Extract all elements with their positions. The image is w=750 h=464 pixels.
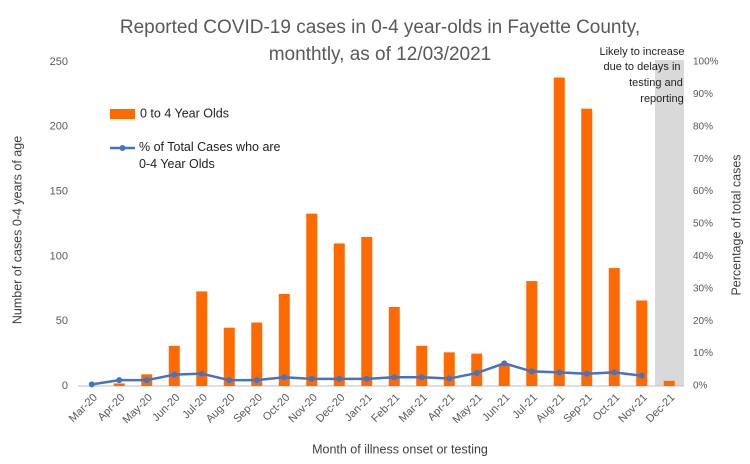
line-marker — [281, 374, 288, 381]
line-marker — [363, 375, 370, 382]
y-tick-label: 200 — [50, 121, 68, 133]
x-axis-title: Month of illness onset or testing — [312, 442, 488, 456]
chart-title: monthtly, as of 12/03/2021 — [269, 44, 492, 65]
bar — [581, 108, 593, 386]
line-marker — [253, 377, 260, 384]
bar — [526, 281, 538, 386]
bar — [636, 300, 648, 386]
line-marker — [501, 360, 508, 367]
bar — [168, 345, 180, 386]
legend-label: % of Total Cases who are 0-4 Year Olds — [139, 140, 281, 171]
line-marker — [418, 374, 425, 381]
y2-tick-label: 10% — [693, 348, 713, 359]
line-marker — [583, 370, 590, 377]
line-marker — [446, 375, 453, 382]
y2-tick-label: 60% — [693, 186, 713, 197]
bar — [113, 383, 125, 386]
bar — [471, 353, 483, 386]
y2-tick-label: 80% — [693, 121, 713, 132]
line-marker — [556, 369, 563, 376]
y2-tick-label: 20% — [693, 316, 713, 327]
annotation: Likely to increase — [600, 46, 685, 58]
x-tick-label: Jan-21 — [343, 392, 375, 424]
chart-title: Reported COVID-19 cases in 0-4 year-olds… — [120, 17, 640, 38]
bar — [251, 322, 263, 386]
x-tick-label: Sep-20 — [231, 392, 265, 426]
line-marker — [198, 370, 205, 377]
line-marker — [143, 377, 150, 384]
x-tick-label: Aug-20 — [204, 392, 238, 426]
x-tick-label: May-21 — [450, 392, 484, 426]
bar — [361, 236, 373, 386]
y-axis-title: Number of cases 0-4 years of age — [10, 136, 24, 324]
line-marker — [88, 381, 95, 388]
x-tick-label: Feb-21 — [369, 392, 402, 425]
line-marker — [336, 375, 343, 382]
x-tick-label: Jun-20 — [150, 392, 182, 424]
annotation: due to delays in — [603, 61, 680, 73]
bar — [663, 380, 675, 386]
y-tick-label: 100 — [50, 250, 68, 262]
shaded-region — [655, 60, 684, 386]
y2-tick-label: 90% — [693, 89, 713, 100]
y2-tick-label: 100% — [693, 57, 719, 68]
line-marker — [116, 377, 123, 384]
line-marker — [171, 371, 178, 378]
x-tick-label: Dec-20 — [314, 392, 348, 426]
x-tick-label: Nov-21 — [616, 392, 650, 426]
x-tick-label: May-20 — [120, 392, 154, 426]
y2-tick-label: 40% — [693, 251, 713, 262]
bar — [333, 243, 345, 386]
line-marker — [638, 372, 645, 379]
annotation: testing and — [629, 77, 683, 89]
x-tick-label: Sep-21 — [561, 392, 595, 426]
bar — [388, 306, 400, 386]
legend-label-box: % of Total Cases who are 0-4 Year Olds — [139, 140, 281, 171]
bar — [416, 345, 428, 386]
y-tick-label: 0 — [62, 380, 68, 392]
bar — [306, 213, 318, 386]
line-marker — [308, 375, 315, 382]
x-tick-label: Jun-21 — [480, 392, 512, 424]
bar — [196, 291, 208, 386]
legend-swatch — [119, 145, 126, 151]
y2-tick-label: 50% — [693, 219, 713, 230]
x-tick-label: Aug-21 — [534, 392, 568, 426]
annotation: reporting — [640, 93, 683, 105]
x-tick-label: Dec-21 — [644, 392, 678, 426]
line-marker — [528, 368, 535, 375]
line-marker — [473, 370, 480, 377]
bar — [278, 293, 290, 386]
y-tick-label: 250 — [50, 56, 68, 68]
x-tick-label: Mar-20 — [67, 392, 100, 425]
y-tick-label: 50 — [56, 315, 68, 327]
legend-label: 0 to 4 Year Olds — [140, 106, 229, 120]
y-tick-label: 150 — [50, 186, 68, 198]
y2-tick-label: 0% — [693, 381, 708, 392]
line-marker — [226, 377, 233, 384]
line-marker — [611, 369, 618, 376]
x-tick-label: Mar-21 — [397, 392, 430, 425]
bar — [223, 327, 235, 386]
y2-tick-label: 30% — [693, 283, 713, 294]
bar — [498, 363, 510, 386]
bar — [608, 268, 620, 386]
x-tick-label: Nov-20 — [286, 392, 320, 426]
bar — [443, 352, 455, 386]
legend-swatch — [110, 109, 135, 119]
bar — [553, 77, 565, 386]
line-marker — [391, 374, 398, 381]
y2-tick-label: 70% — [693, 154, 713, 165]
y2-axis-title: Percentage of total cases — [729, 154, 743, 295]
